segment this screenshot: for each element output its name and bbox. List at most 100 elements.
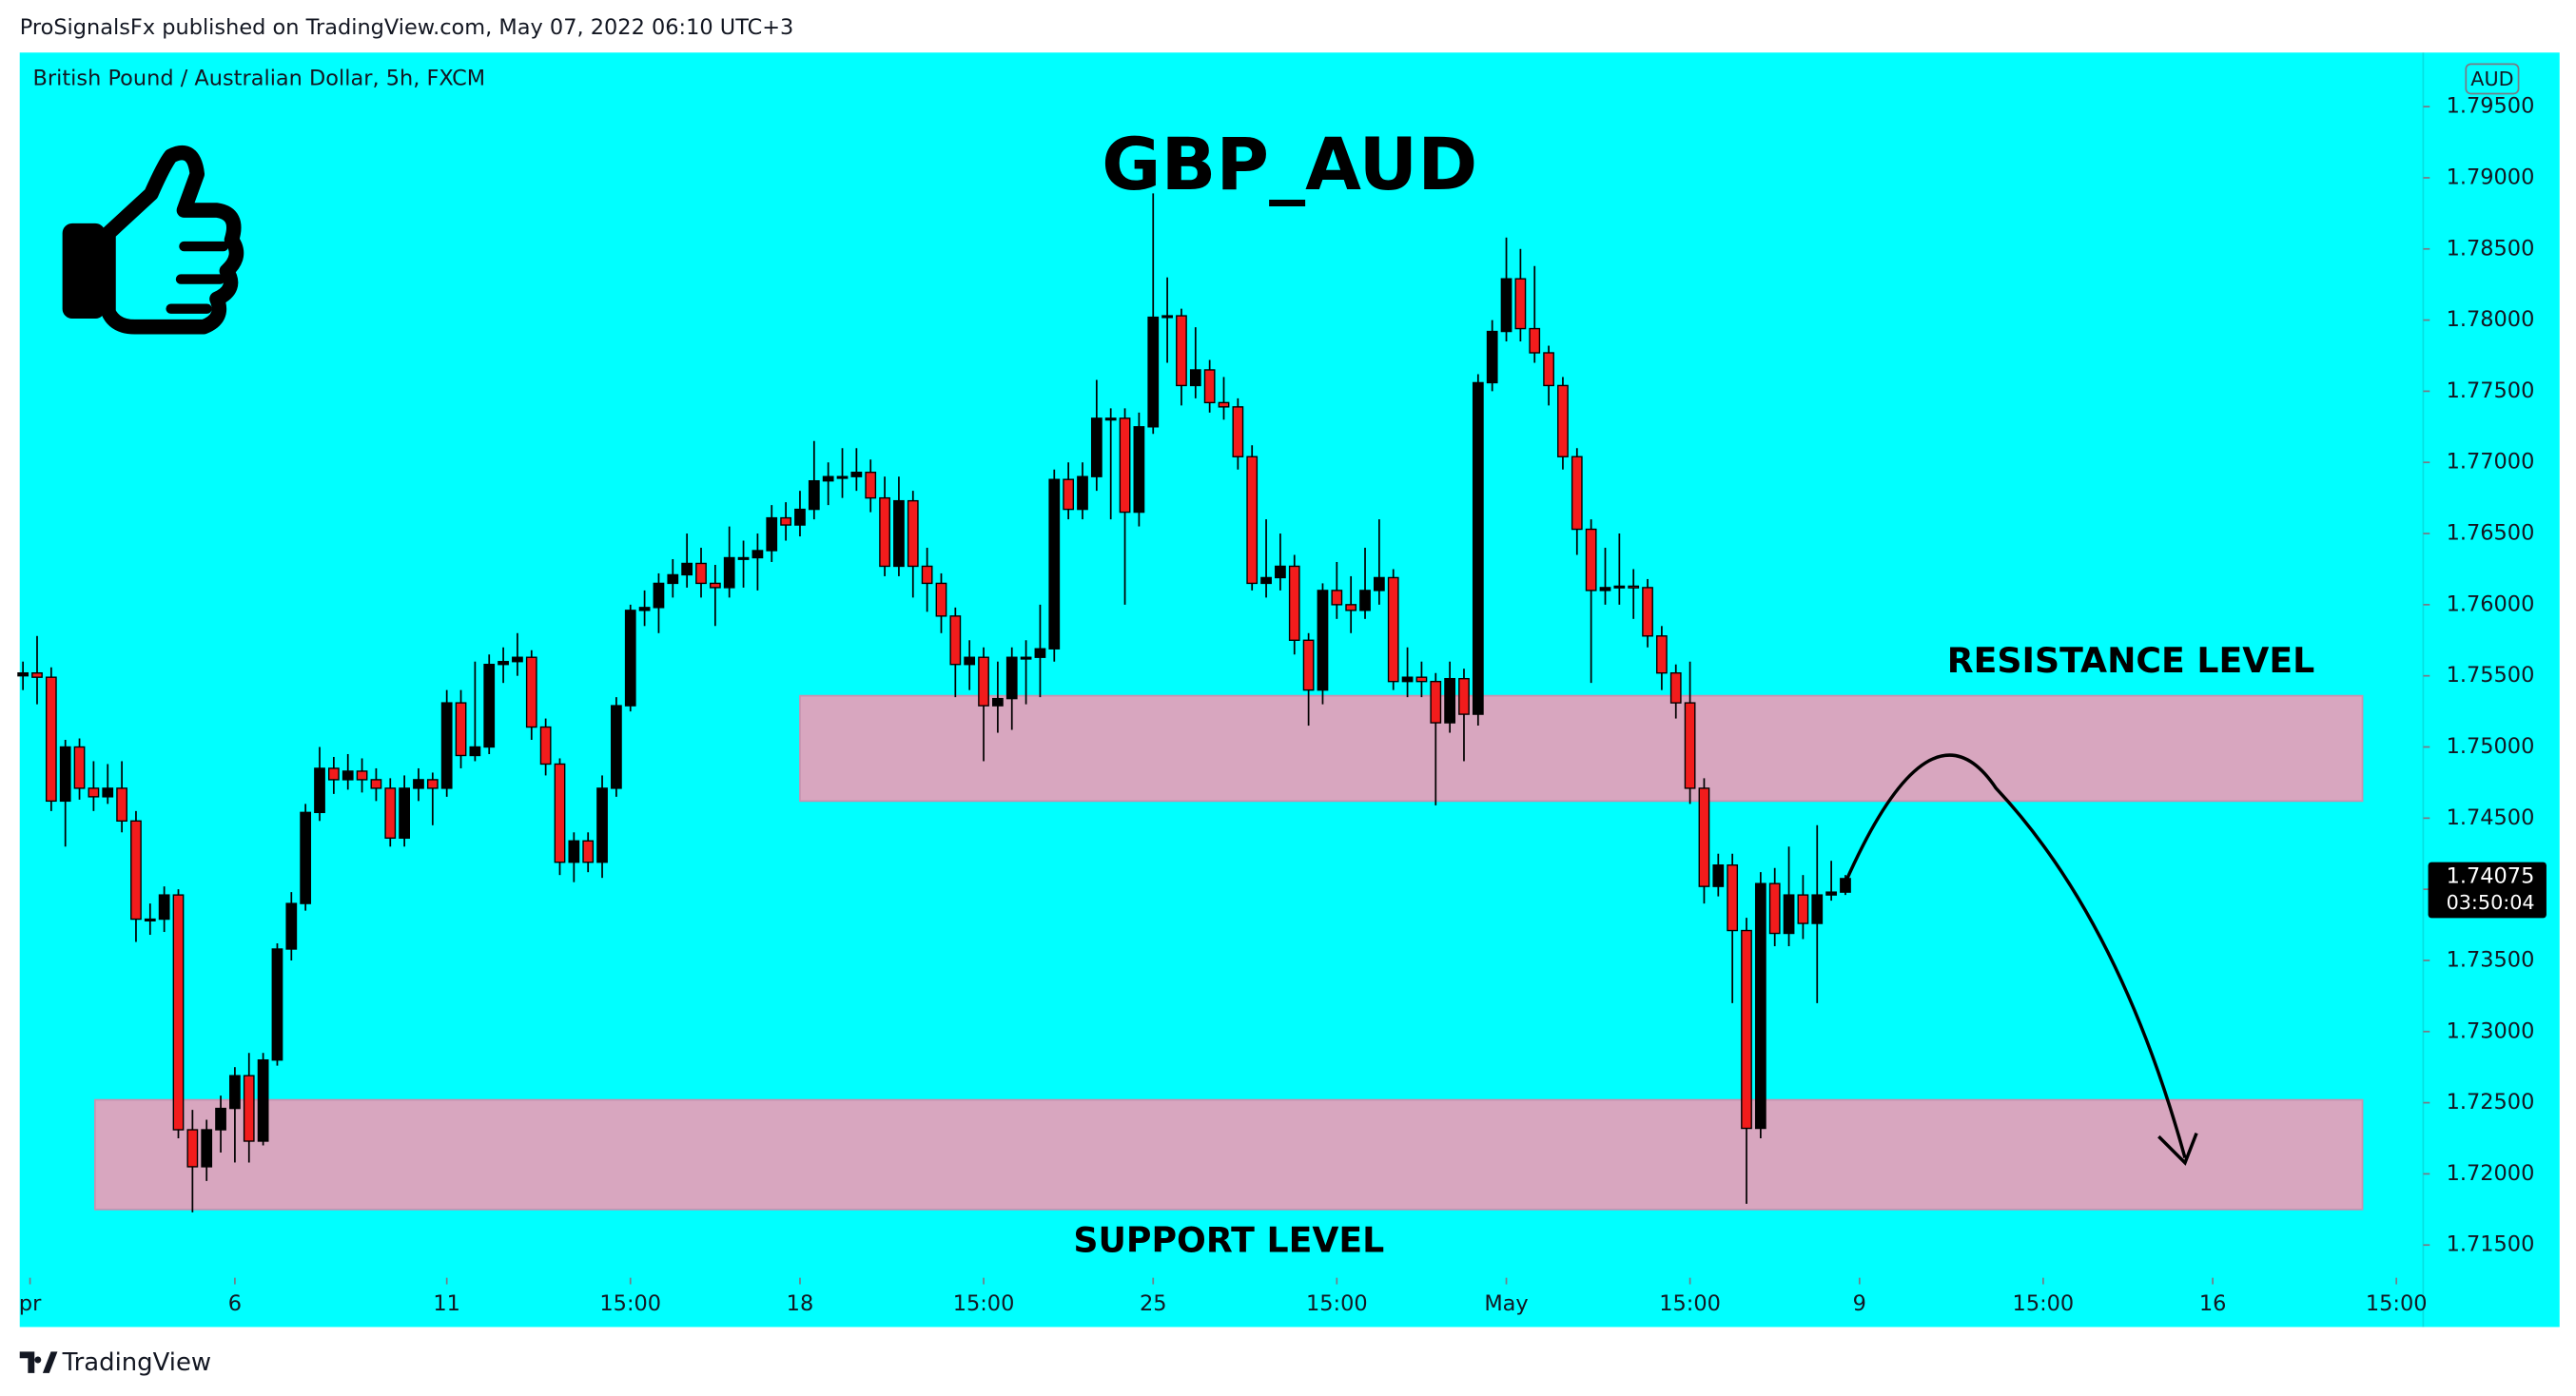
publish-header: ProSignalsFx published on TradingView.co… — [20, 15, 794, 40]
candle-body — [723, 556, 735, 589]
candle-body — [158, 894, 170, 921]
candle-body — [737, 556, 750, 560]
candle-body — [695, 562, 707, 585]
candle-body — [469, 746, 481, 757]
candle-body — [215, 1107, 226, 1131]
y-tick-label: 1.74500 — [2447, 805, 2535, 830]
currency-badge-frame — [2465, 63, 2520, 95]
candle-body — [1345, 604, 1357, 611]
candle-body — [1669, 671, 1682, 704]
candle-body — [1302, 639, 1315, 691]
candle-body — [342, 770, 354, 781]
candle-body — [1768, 882, 1781, 935]
candle-body — [45, 676, 57, 803]
candle-body — [172, 894, 185, 1131]
y-tick-label: 1.72500 — [2447, 1090, 2535, 1115]
candle-body — [1628, 585, 1640, 589]
candle-body — [186, 1129, 199, 1168]
x-tick-label: 25 — [1140, 1291, 1167, 1316]
candle-body — [1203, 369, 1216, 404]
candle-body — [1401, 676, 1414, 683]
candle-body — [1712, 864, 1725, 887]
candle-body — [1458, 677, 1470, 715]
candle-body — [1387, 576, 1399, 683]
price-axis: 1.71500 1.72000 1.72500 1.73000 1.73500 1.740… — [19, 94, 2547, 1316]
forecast-arrowhead — [2157, 1133, 2198, 1166]
candle-body — [611, 705, 622, 789]
candle-body — [850, 472, 863, 477]
candle-body — [1373, 576, 1385, 591]
candle-body — [1317, 590, 1329, 691]
currency-badge: AUD — [2465, 63, 2520, 95]
x-tick-label: 6 — [228, 1291, 242, 1316]
candle-body — [582, 840, 595, 863]
candle-body — [1500, 278, 1512, 333]
zones: RESISTANCE LEVEL SUPPORT LEVEL — [94, 640, 2364, 1260]
zone — [94, 1098, 2364, 1211]
x-tick-label: 15:00 — [599, 1291, 661, 1316]
candle-body — [1020, 656, 1032, 660]
last-price-badge — [2428, 862, 2547, 919]
candle-body — [144, 918, 156, 921]
candle-body — [1656, 635, 1668, 674]
y-tick-label: 1.71500 — [2447, 1232, 2535, 1257]
candle-body — [1034, 648, 1046, 658]
candle-body — [865, 472, 877, 499]
y-tick-label: 1.75000 — [2447, 734, 2535, 759]
candle-body — [978, 656, 989, 707]
candle-body — [808, 479, 820, 511]
candle-body — [440, 702, 453, 789]
candle-body — [59, 746, 71, 803]
candle-body — [370, 779, 382, 789]
forecast-arrow — [1843, 753, 2187, 1159]
candle-body — [1825, 891, 1837, 896]
candle-body — [455, 702, 467, 757]
candle-body — [992, 697, 1004, 707]
candle-body — [1331, 590, 1343, 606]
candle-body — [1275, 565, 1286, 579]
footer-brand: TradingView — [62, 1348, 211, 1377]
candle-body — [413, 779, 424, 789]
candle-body — [327, 767, 340, 781]
candle-body — [356, 770, 368, 781]
candle-body — [1783, 894, 1795, 935]
candle-body — [1514, 278, 1527, 330]
candle-body — [1585, 528, 1597, 591]
y-tick-label: 1.72000 — [2447, 1161, 2535, 1186]
candle-body — [1684, 702, 1696, 789]
candle-body — [102, 787, 114, 798]
candle-body — [596, 787, 608, 863]
y-tick-label: 1.76500 — [2447, 521, 2535, 546]
candle-body — [667, 573, 679, 585]
candle-body — [399, 787, 410, 839]
countdown-label: 03:50:04 — [2447, 891, 2535, 914]
y-tick-label: 1.78500 — [2447, 236, 2535, 261]
candle-body — [1063, 478, 1075, 511]
candle-body — [525, 656, 537, 728]
candle-body — [1444, 677, 1455, 724]
candle-body — [1176, 315, 1187, 387]
candle-body — [893, 499, 905, 568]
x-tick-label: 15:00 — [953, 1291, 1015, 1316]
candle-body — [1415, 676, 1428, 683]
candle-body — [1797, 894, 1809, 924]
candle-body — [907, 499, 919, 568]
candle-body — [1090, 417, 1103, 477]
candle-body — [1232, 406, 1244, 457]
candle-body — [73, 746, 86, 789]
tradingview-logo: TradingView — [19, 1348, 211, 1377]
candle-body — [130, 820, 142, 921]
x-tick-label: 15:00 — [1659, 1291, 1721, 1316]
y-tick-label: 1.77000 — [2447, 450, 2535, 475]
y-tick-label: 1.75500 — [2447, 663, 2535, 688]
candle-body — [426, 779, 439, 789]
last-price-label: 1.74075 — [2447, 864, 2535, 889]
candle-body — [780, 516, 791, 526]
candle-body — [653, 582, 665, 609]
candle-body — [1077, 475, 1088, 511]
candle-body — [314, 767, 325, 814]
candle-body — [766, 516, 778, 552]
candle-body — [384, 787, 397, 839]
candle-body — [1048, 478, 1061, 650]
